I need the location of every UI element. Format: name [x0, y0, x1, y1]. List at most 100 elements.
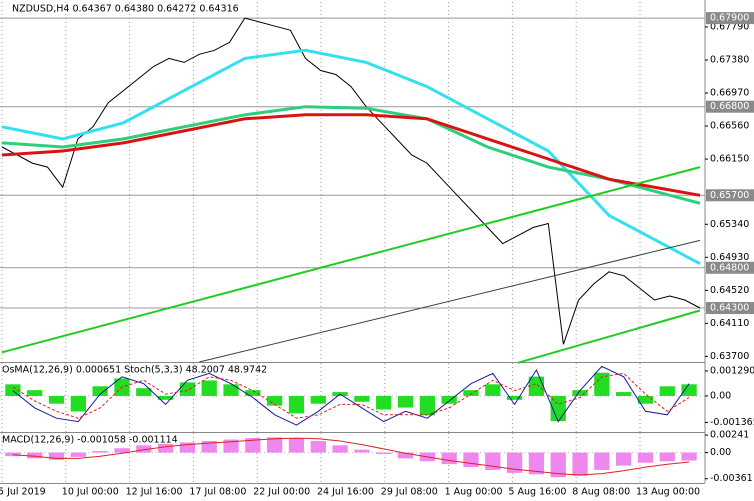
- x-tick-label: 13 Aug 00:00: [636, 487, 700, 498]
- y-tick-label: 0.001290: [710, 365, 754, 376]
- panel-title: MACD(12,26,9) -0.001058 -0.001114: [2, 435, 178, 446]
- x-tick-label: 5 Jul 2019: [0, 487, 46, 498]
- x-tick-label: 8 Aug 08:00: [572, 487, 630, 498]
- y-tick-label: -0.001365: [710, 417, 754, 428]
- histogram-bar: [48, 452, 65, 460]
- y-tick-label: 0.64520: [710, 285, 749, 296]
- x-tick-label: 29 Jul 08:00: [381, 487, 438, 498]
- y-tick-label: 0.64110: [710, 318, 749, 329]
- histogram-bar: [376, 452, 392, 455]
- histogram-bar: [550, 452, 566, 478]
- y-tick-label: 0.00241: [710, 430, 749, 441]
- x-tick-label: 1 Aug 00:00: [445, 487, 503, 498]
- histogram-bar: [5, 384, 21, 396]
- histogram-bar: [157, 443, 174, 453]
- price-line: [517, 309, 701, 364]
- histogram-bar: [354, 449, 370, 453]
- indicator-line: [12, 365, 690, 426]
- level-label: 0.65700: [710, 190, 749, 201]
- histogram-bar: [114, 448, 130, 453]
- price-line: [1, 105, 701, 205]
- histogram-bar: [572, 390, 588, 396]
- histogram-bar: [223, 384, 239, 396]
- y-tick-label: 0.64930: [710, 252, 749, 263]
- histogram-bar: [179, 442, 196, 453]
- histogram-bar: [201, 380, 217, 396]
- x-tick-label: 17 Jul 08:00: [189, 487, 246, 498]
- histogram-bar: [267, 437, 283, 453]
- x-tick-label: 10 Jul 00:00: [62, 487, 119, 498]
- histogram-bar: [201, 440, 217, 453]
- histogram-bar: [485, 384, 501, 396]
- histogram-bar: [637, 395, 654, 404]
- x-tick-label: 12 Jul 16:00: [126, 487, 183, 498]
- histogram-bar: [659, 386, 675, 396]
- histogram-bar: [5, 452, 21, 457]
- histogram-bar: [594, 372, 610, 396]
- histogram-bar: [223, 439, 239, 453]
- histogram-bar: [441, 452, 457, 465]
- histogram-bar: [288, 395, 305, 414]
- price-line: [1, 166, 701, 354]
- histogram-bar: [637, 452, 654, 463]
- y-tick-label: 0.00: [710, 390, 731, 401]
- histogram-bar: [681, 452, 697, 461]
- y-tick-label: 0.66970: [710, 88, 749, 99]
- histogram-bar: [245, 390, 261, 396]
- histogram-bar: [92, 451, 108, 453]
- histogram-bar: [397, 395, 414, 408]
- histogram-bar: [332, 445, 348, 453]
- y-tick-label: 0.65340: [710, 219, 749, 230]
- histogram-bar: [550, 395, 566, 422]
- histogram-bar: [397, 452, 414, 459]
- y-tick-label: 0.67380: [710, 54, 749, 65]
- histogram-bar: [681, 384, 697, 396]
- level-label-bg: [706, 189, 754, 202]
- y-tick-label: 0.66560: [710, 121, 749, 132]
- level-label: 0.66800: [710, 101, 749, 112]
- y-tick-label: -0.00361: [710, 473, 753, 484]
- y-tick-label: 0.63700: [710, 351, 749, 362]
- price-line: [199, 239, 701, 363]
- histogram-bar: [376, 395, 392, 410]
- histogram-bar: [506, 395, 523, 400]
- level-label-bg: [706, 100, 754, 113]
- indicator-line: [12, 372, 690, 419]
- histogram-bar: [659, 452, 675, 462]
- histogram-bar: [157, 395, 174, 400]
- x-tick-label: 22 Jul 00:00: [253, 487, 310, 498]
- histogram-bar: [528, 376, 545, 396]
- price-line: [1, 113, 701, 197]
- y-tick-label: 0.00: [710, 447, 731, 458]
- level-label: 0.67900: [710, 13, 749, 24]
- histogram-bar: [506, 452, 523, 473]
- y-tick-label: 0.67790: [710, 21, 749, 32]
- histogram-bar: [136, 445, 152, 453]
- histogram-bar: [288, 438, 305, 453]
- histogram-bar: [92, 386, 108, 396]
- x-tick-label: 24 Jul 16:00: [317, 487, 374, 498]
- histogram-bar: [441, 395, 457, 404]
- histogram-bar: [310, 440, 326, 453]
- level-label: 0.64300: [710, 303, 749, 314]
- histogram-bar: [267, 395, 283, 406]
- histogram-bar: [27, 390, 43, 396]
- histogram-bar: [616, 452, 632, 466]
- histogram-bar: [354, 395, 370, 402]
- level-label-bg: [706, 302, 754, 315]
- price-line: [1, 17, 701, 345]
- histogram-bar: [463, 452, 479, 468]
- indicator-line: [12, 437, 690, 476]
- histogram-bar: [572, 452, 588, 476]
- histogram-bar: [179, 382, 196, 396]
- histogram-bar: [136, 388, 152, 396]
- histogram-bar: [27, 452, 43, 459]
- x-tick-label: 5 Aug 16:00: [508, 487, 566, 498]
- level-label: 0.64800: [710, 262, 749, 273]
- y-tick-label: 0.66150: [710, 154, 749, 165]
- histogram-bar: [463, 390, 479, 396]
- histogram-bar: [245, 438, 261, 453]
